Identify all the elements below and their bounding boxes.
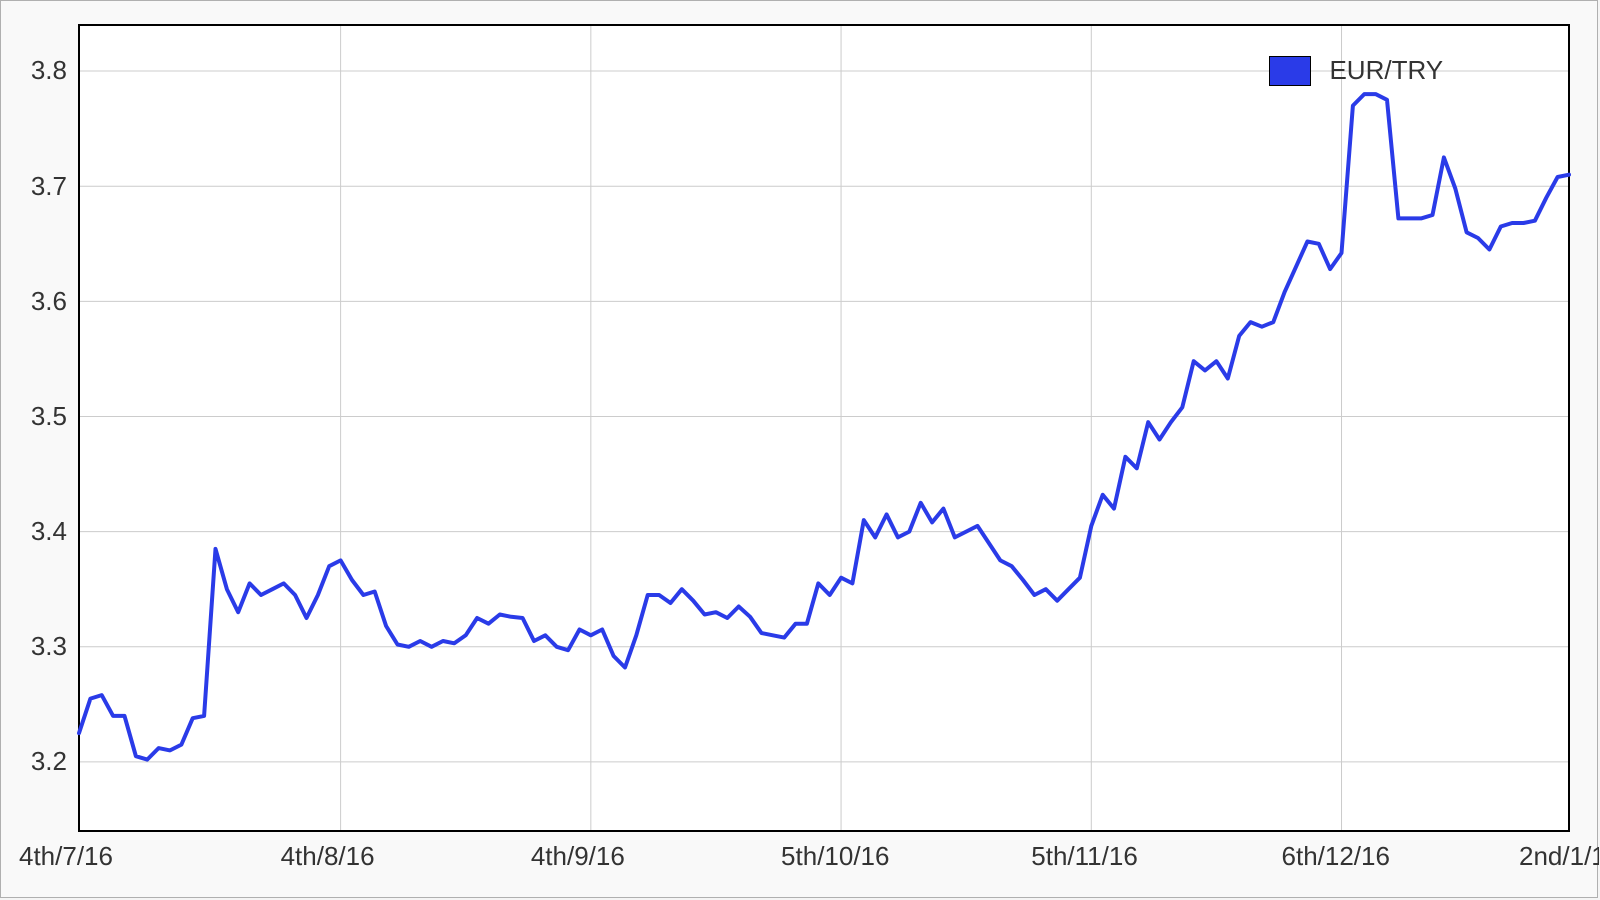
legend-label: EUR/TRY: [1329, 55, 1443, 86]
line-chart-svg: [1, 1, 1599, 899]
x-tick-label: 6th/12/16: [1282, 841, 1390, 872]
y-tick-label: 3.8: [31, 55, 67, 86]
y-tick-label: 3.5: [31, 401, 67, 432]
chart-canvas: [1, 1, 1599, 899]
x-tick-label: 5th/11/16: [1031, 841, 1138, 872]
x-tick-label: 5th/10/16: [781, 841, 889, 872]
x-tick-label: 4th/9/16: [531, 841, 625, 872]
chart-outer-frame: EUR/TRY 3.2 3.3 3.4 3.5 3.6 3.7 3.8 4th/7/16 4th…: [0, 0, 1598, 898]
chart-legend: EUR/TRY: [1269, 55, 1443, 86]
x-tick-label: 4th/8/16: [281, 841, 375, 872]
y-tick-label: 3.6: [31, 286, 67, 317]
y-tick-label: 3.7: [31, 171, 67, 202]
legend-swatch: [1269, 56, 1311, 86]
x-tick-label: 4th/7/16: [19, 841, 113, 872]
y-tick-label: 3.4: [31, 516, 67, 547]
x-tick-label: 2nd/1/17: [1519, 841, 1599, 872]
y-tick-label: 3.3: [31, 631, 67, 662]
y-tick-label: 3.2: [31, 746, 67, 777]
